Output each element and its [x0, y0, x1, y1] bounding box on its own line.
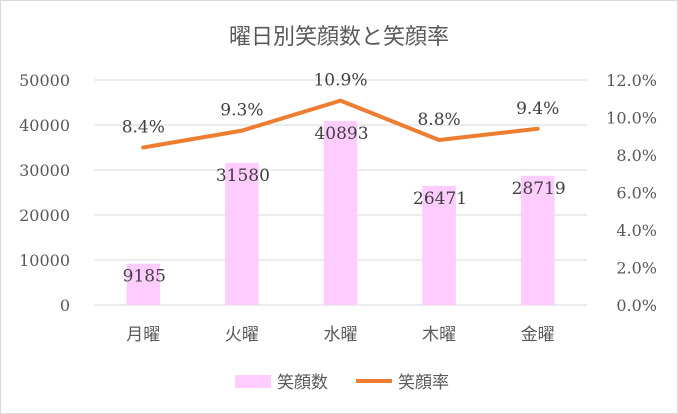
- line-data-label: 10.9%: [313, 71, 367, 91]
- right-axis-tick-label: 6.0%: [616, 184, 657, 203]
- left-axis-tick-label: 20000: [19, 206, 70, 225]
- left-axis-tick-label: 50000: [19, 71, 70, 90]
- left-axis-tick-label: 10000: [19, 251, 70, 270]
- category-label: 金曜: [521, 325, 555, 345]
- bar-data-label: 28719: [512, 179, 566, 199]
- line-series: [141, 98, 540, 150]
- right-axis-tick-label: 2.0%: [616, 259, 657, 278]
- legend-line-label: 笑顔率: [398, 373, 449, 393]
- right-axis-ticks: 0.0% 2.0% 4.0% 6.0% 8.0% 10.0% 12.0%: [606, 71, 657, 315]
- bar: [323, 120, 358, 305]
- category-label: 木曜: [422, 325, 456, 345]
- chart-title: 曜日別笑顔数と笑顔率: [229, 25, 449, 50]
- right-axis-tick-label: 12.0%: [606, 71, 657, 90]
- line-data-label: 8.4%: [122, 118, 165, 138]
- category-label: 火曜: [225, 325, 259, 345]
- bar: [422, 185, 456, 305]
- category-label: 月曜: [126, 325, 160, 345]
- bar-data-labels: 9185 31580 40893 26471 28719: [123, 124, 566, 287]
- bar: [520, 175, 555, 305]
- category-label: 水曜: [324, 325, 358, 345]
- bar-data-label: 9185: [123, 267, 166, 287]
- bar: [126, 263, 161, 305]
- line-path: [141, 98, 540, 150]
- bar: [225, 162, 259, 305]
- left-axis-tick-label: 40000: [19, 116, 70, 135]
- right-axis-tick-label: 10.0%: [606, 109, 657, 128]
- line-data-labels: 8.4% 9.3% 10.9% 8.8% 9.4%: [122, 71, 560, 138]
- right-axis-tick-label: 8.0%: [616, 146, 657, 165]
- left-axis-tick-label: 0: [60, 296, 70, 315]
- line-data-label: 9.4%: [516, 99, 559, 119]
- bar-series: [126, 120, 555, 305]
- category-axis-labels: 月曜 火曜 水曜 木曜 金曜: [126, 325, 554, 345]
- bar-data-label: 26471: [413, 189, 467, 209]
- left-axis-tick-label: 30000: [19, 161, 70, 180]
- left-axis-ticks: 0 10000 20000 30000 40000 50000: [19, 71, 70, 315]
- legend-bar-label: 笑顔数: [277, 373, 328, 393]
- legend-bar-swatch: [235, 375, 271, 388]
- bar-data-label: 31580: [216, 166, 270, 186]
- line-data-label: 9.3%: [220, 101, 263, 121]
- legend: 笑顔数 笑顔率: [235, 373, 449, 393]
- line-data-label: 8.8%: [417, 110, 460, 130]
- bar-data-label: 40893: [314, 124, 368, 144]
- right-axis-tick-label: 0.0%: [616, 296, 657, 315]
- right-axis-tick-label: 4.0%: [616, 221, 657, 240]
